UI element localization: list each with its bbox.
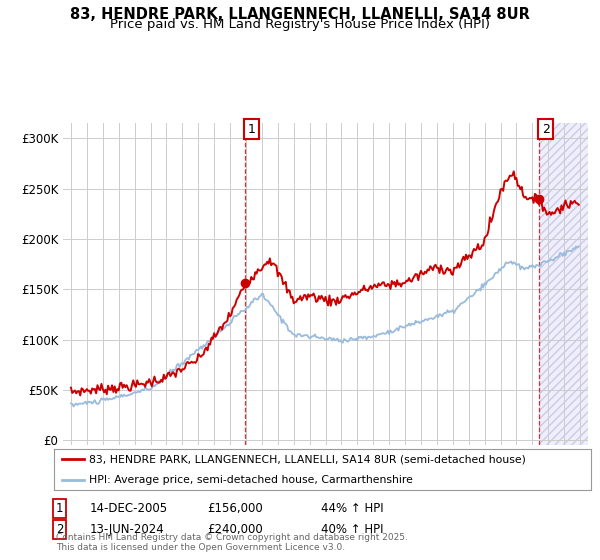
Text: £240,000: £240,000 <box>207 523 263 536</box>
Text: HPI: Average price, semi-detached house, Carmarthenshire: HPI: Average price, semi-detached house,… <box>89 475 413 485</box>
Text: 83, HENDRE PARK, LLANGENNECH, LLANELLI, SA14 8UR (semi-detached house): 83, HENDRE PARK, LLANGENNECH, LLANELLI, … <box>89 454 526 464</box>
Text: 14-DEC-2005: 14-DEC-2005 <box>90 502 168 515</box>
Text: 2: 2 <box>542 123 550 136</box>
Bar <box>539 123 588 445</box>
Text: 13-JUN-2024: 13-JUN-2024 <box>90 523 165 536</box>
Text: 44% ↑ HPI: 44% ↑ HPI <box>321 502 383 515</box>
Text: 1: 1 <box>248 123 256 136</box>
Text: Price paid vs. HM Land Registry's House Price Index (HPI): Price paid vs. HM Land Registry's House … <box>110 18 490 31</box>
Text: 83, HENDRE PARK, LLANGENNECH, LLANELLI, SA14 8UR: 83, HENDRE PARK, LLANGENNECH, LLANELLI, … <box>70 7 530 22</box>
Text: 40% ↑ HPI: 40% ↑ HPI <box>321 523 383 536</box>
Text: 1: 1 <box>56 502 64 515</box>
Text: 2: 2 <box>56 523 64 536</box>
Text: Contains HM Land Registry data © Crown copyright and database right 2025.
This d: Contains HM Land Registry data © Crown c… <box>56 533 407 552</box>
Text: £156,000: £156,000 <box>207 502 263 515</box>
